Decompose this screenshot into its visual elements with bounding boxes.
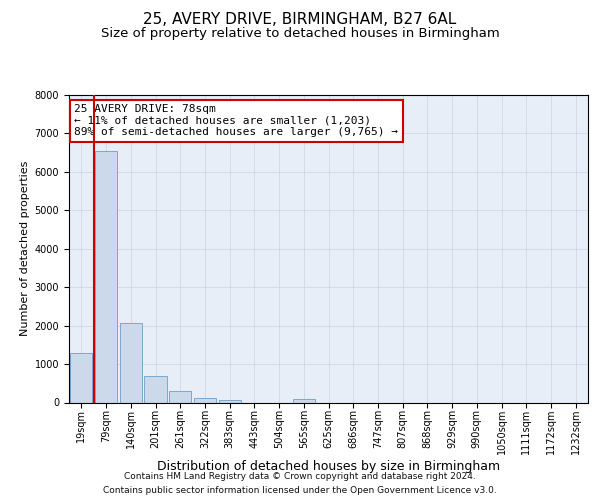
X-axis label: Distribution of detached houses by size in Birmingham: Distribution of detached houses by size … [157,460,500,473]
Bar [194,398,216,402]
Bar [70,352,92,403]
Text: Size of property relative to detached houses in Birmingham: Size of property relative to detached ho… [101,28,499,40]
Bar [218,400,241,402]
Bar [119,322,142,402]
Text: 25 AVERY DRIVE: 78sqm
← 11% of detached houses are smaller (1,203)
89% of semi-d: 25 AVERY DRIVE: 78sqm ← 11% of detached … [74,104,398,138]
Y-axis label: Number of detached properties: Number of detached properties [20,161,31,336]
Bar [169,392,191,402]
Bar [145,376,167,402]
Text: Contains public sector information licensed under the Open Government Licence v3: Contains public sector information licen… [103,486,497,495]
Text: 25, AVERY DRIVE, BIRMINGHAM, B27 6AL: 25, AVERY DRIVE, BIRMINGHAM, B27 6AL [143,12,457,28]
Text: Contains HM Land Registry data © Crown copyright and database right 2024.: Contains HM Land Registry data © Crown c… [124,472,476,481]
Bar [95,150,117,402]
Bar [293,400,315,402]
